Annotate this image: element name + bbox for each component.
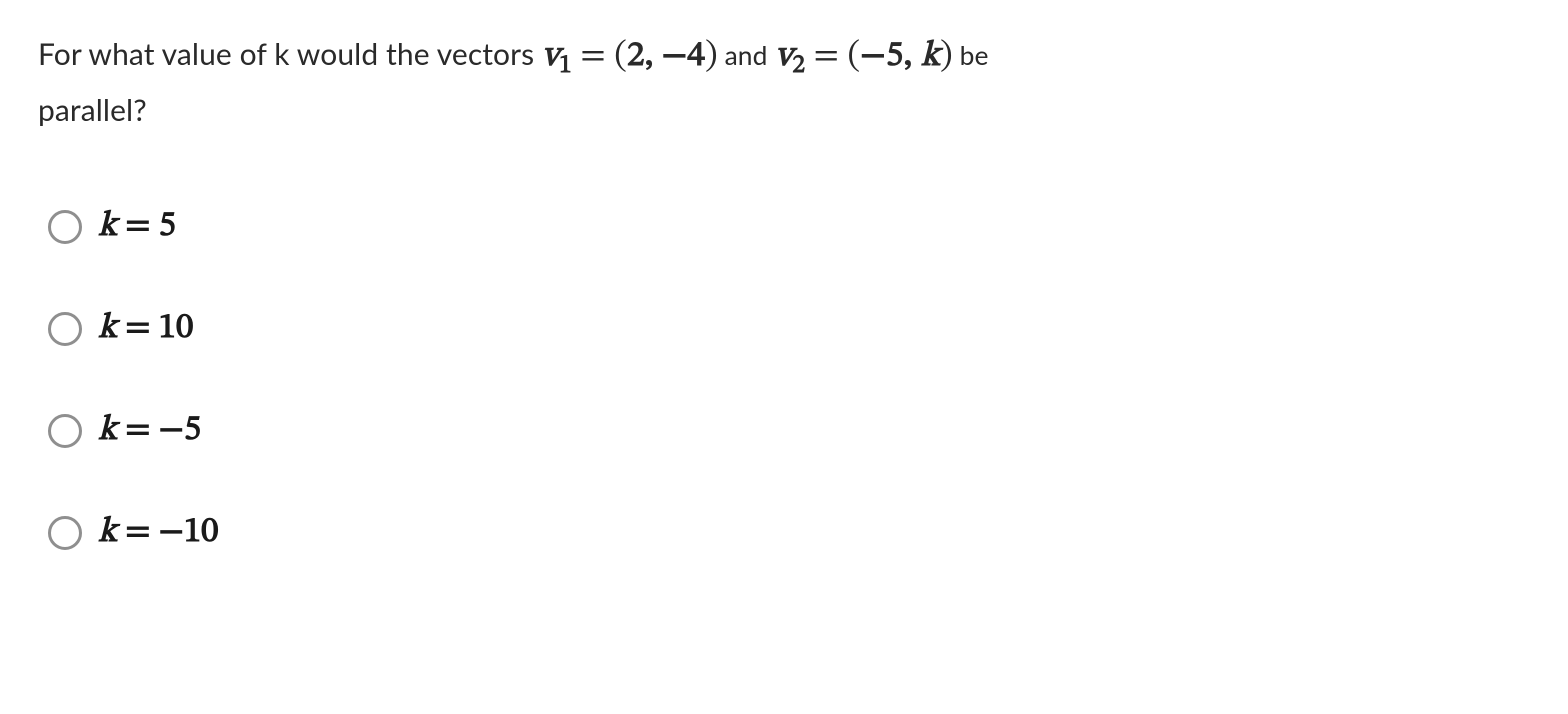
option-4[interactable]: k = −10 <box>48 511 1530 555</box>
eq2: = <box>805 39 847 74</box>
v1-value: (2, −4) <box>614 39 718 74</box>
question-text: For what value of k would the vectors v1… <box>38 30 1530 133</box>
quiz-container: For what value of k would the vectors v1… <box>0 0 1568 585</box>
question-part2: parallel? <box>38 92 147 128</box>
option-label: k = 10 <box>98 307 193 351</box>
options-list: k = 5 k = 10 k = −5 k = −10 <box>38 205 1530 555</box>
option-label: k = −10 <box>98 511 219 555</box>
be-text: be <box>953 39 989 71</box>
v2-value: (−5, k) <box>848 39 953 74</box>
question-part1: For what value of k would the vectors <box>38 36 542 72</box>
v1-symbol: v1 <box>542 39 572 74</box>
option-label: k = −5 <box>98 409 201 453</box>
option-3[interactable]: k = −5 <box>48 409 1530 453</box>
option-1[interactable]: k = 5 <box>48 205 1530 249</box>
radio-icon[interactable] <box>48 516 82 550</box>
radio-icon[interactable] <box>48 414 82 448</box>
and-text: and <box>718 39 768 71</box>
radio-icon[interactable] <box>48 210 82 244</box>
option-label: k = 5 <box>98 205 176 249</box>
radio-icon[interactable] <box>48 312 82 346</box>
option-2[interactable]: k = 10 <box>48 307 1530 351</box>
eq1: = <box>572 39 614 74</box>
v2-symbol: v2 <box>775 39 805 74</box>
